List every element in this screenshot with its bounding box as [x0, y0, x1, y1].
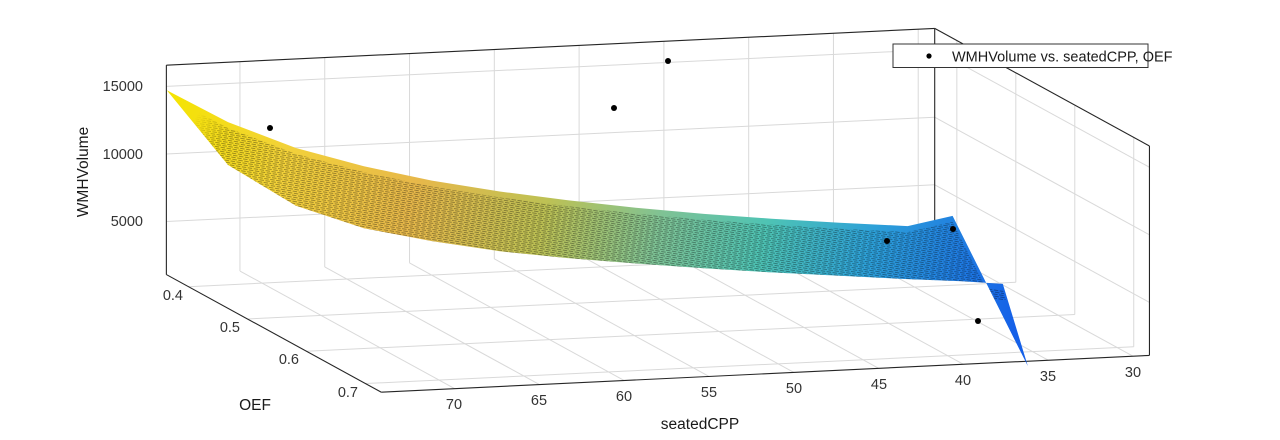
svg-text:70: 70 [446, 397, 462, 413]
svg-text:5000: 5000 [111, 214, 143, 230]
svg-text:0.6: 0.6 [279, 352, 299, 368]
svg-text:0.7: 0.7 [338, 385, 358, 401]
svg-text:40: 40 [955, 373, 971, 389]
svg-text:35: 35 [1040, 369, 1056, 385]
svg-text:seatedCPP: seatedCPP [661, 416, 739, 433]
svg-text:30: 30 [1125, 365, 1141, 381]
svg-text:OEF: OEF [239, 397, 271, 414]
svg-text:15000: 15000 [103, 79, 143, 95]
svg-text:45: 45 [871, 377, 887, 393]
svg-text:10000: 10000 [103, 147, 143, 163]
svg-text:50: 50 [786, 381, 802, 397]
svg-text:0.5: 0.5 [220, 320, 240, 336]
svg-text:60: 60 [616, 389, 632, 405]
svg-text:WMHVolume vs. seatedCPP, OEF: WMHVolume vs. seatedCPP, OEF [952, 50, 1173, 66]
svg-text:65: 65 [531, 393, 547, 409]
svg-text:55: 55 [701, 385, 717, 401]
svg-text:WMHVolume: WMHVolume [75, 127, 92, 217]
svg-text:0.4: 0.4 [163, 288, 183, 304]
